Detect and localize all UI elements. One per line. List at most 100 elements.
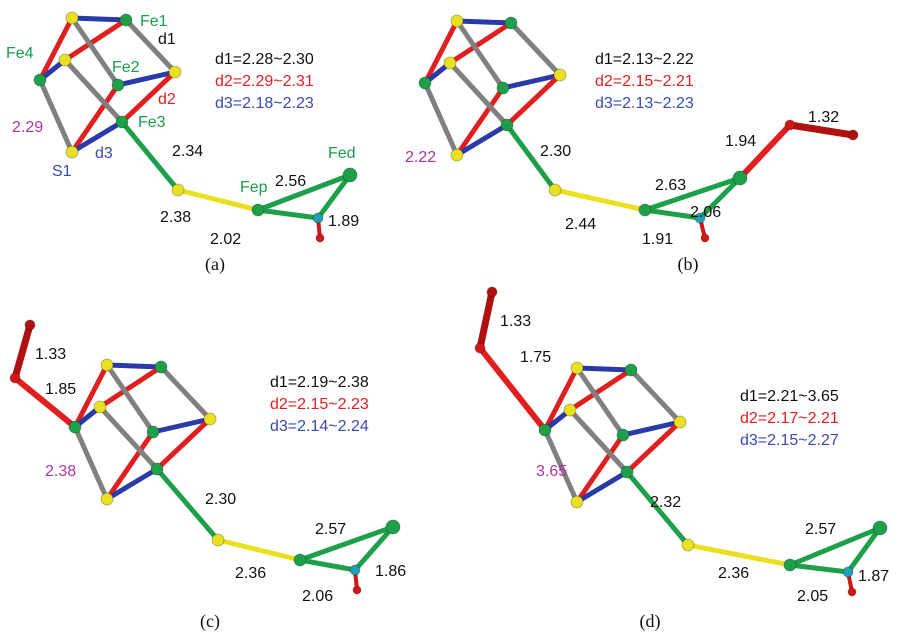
atom-label: 1.32 [808, 109, 839, 126]
atom-label: 2.30 [540, 143, 571, 160]
atom-label: 2.57 [315, 521, 346, 538]
atom-label: 1.75 [520, 349, 551, 366]
atom [564, 404, 576, 416]
atom [539, 424, 551, 436]
legend-d3: d3=2.14~2.24 [270, 418, 369, 435]
panel-caption: (b) [678, 254, 699, 275]
atom-label: 3.65 [536, 463, 567, 480]
legend-d2: d2=2.17~2.21 [740, 410, 839, 427]
atom-label: 2.38 [160, 209, 191, 226]
legend-d1: d1=2.13~2.22 [595, 51, 694, 68]
atom [733, 171, 747, 185]
legend-d3: d3=2.15~2.27 [740, 432, 839, 449]
atom [873, 521, 887, 535]
atom [350, 565, 360, 575]
atom [172, 184, 184, 196]
bond [688, 545, 790, 565]
atom-label: 2.57 [805, 521, 836, 538]
atom-label: 2.05 [797, 588, 828, 605]
atom-label: Fe4 [6, 45, 34, 62]
atom [66, 146, 78, 158]
atom-label: 2.36 [718, 565, 749, 582]
atom-label: Fe1 [140, 13, 168, 30]
legend-d3: d3=2.13~2.23 [595, 95, 694, 112]
atom-label: 1.87 [858, 568, 889, 585]
bond [161, 367, 210, 419]
atom [549, 184, 561, 196]
atom-label: S1 [52, 163, 72, 180]
atom-label: 1.85 [45, 381, 76, 398]
atom [501, 119, 513, 131]
panel-caption: (d) [640, 611, 661, 632]
atom-label: 2.22 [405, 149, 436, 166]
atom-label: 2.29 [12, 119, 43, 136]
atom [252, 204, 264, 216]
atom-label: Fe2 [112, 59, 140, 76]
atom [386, 520, 400, 534]
atom [682, 539, 694, 551]
atom-label: 1.89 [328, 213, 359, 230]
atom [674, 416, 686, 428]
legend-d2: d2=2.15~2.21 [595, 73, 694, 90]
atom-label: 2.06 [302, 588, 333, 605]
atom [848, 588, 856, 596]
atom [505, 17, 517, 29]
atom-label: 1.33 [500, 313, 531, 330]
atom-label: 2.63 [655, 177, 686, 194]
bond [577, 368, 631, 370]
panel-caption: (a) [205, 254, 225, 275]
atom-label: 2.32 [650, 494, 681, 511]
atom-label: d2 [158, 91, 176, 108]
legend-d3: d3=2.18~2.23 [215, 95, 314, 112]
bond [300, 560, 355, 570]
atom [701, 234, 709, 242]
atom [451, 15, 463, 27]
bond [425, 83, 457, 155]
atom [155, 361, 167, 373]
atom [785, 120, 795, 130]
bond [75, 365, 107, 427]
atom-label: 1.91 [642, 231, 673, 248]
atom [212, 534, 224, 546]
atom [621, 466, 633, 478]
atom [151, 463, 163, 475]
atom [204, 413, 216, 425]
atom [59, 54, 71, 66]
bond [15, 325, 30, 378]
atom [343, 168, 357, 182]
atom [313, 213, 323, 223]
bond [457, 21, 511, 23]
atom [639, 204, 651, 216]
atom-label: 2.02 [210, 231, 241, 248]
legend-d1: d1=2.19~2.38 [270, 374, 369, 391]
atom-label: Fe3 [138, 114, 166, 131]
atom [120, 14, 132, 26]
atom [10, 373, 20, 383]
bond [40, 80, 72, 152]
bond [555, 190, 645, 210]
atom [475, 343, 485, 353]
legend-d2: d2=2.29~2.31 [215, 73, 314, 90]
atom [419, 77, 431, 89]
bond [790, 125, 853, 135]
bond [72, 18, 126, 20]
atom-label: 1.33 [35, 346, 66, 363]
bond [631, 370, 680, 422]
atom [451, 149, 463, 161]
atom [848, 130, 858, 140]
atom-label: 2.06 [690, 204, 721, 221]
atom-label: Fep [240, 179, 268, 196]
panel-caption: (c) [200, 611, 220, 632]
atom [316, 234, 324, 242]
bond [218, 540, 300, 560]
atom-label: 2.44 [565, 216, 596, 233]
atom [571, 362, 583, 374]
atom-label: d1 [158, 31, 176, 48]
atom [147, 426, 159, 438]
bond [545, 368, 577, 430]
atom [571, 496, 583, 508]
atom [34, 74, 46, 86]
atom [101, 493, 113, 505]
legend-d1: d1=2.28~2.30 [215, 51, 314, 68]
atom [116, 116, 128, 128]
